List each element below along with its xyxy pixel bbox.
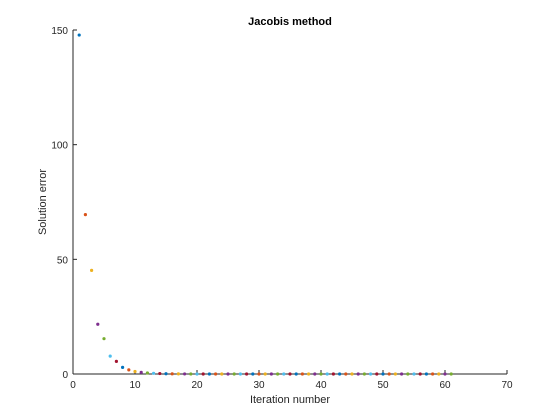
data-point: [344, 372, 348, 376]
x-tick-label: 10: [129, 380, 141, 391]
y-tick-label: 0: [62, 370, 68, 381]
data-point: [437, 372, 441, 376]
data-point: [443, 372, 447, 376]
data-point: [393, 372, 397, 376]
data-point: [214, 372, 218, 376]
chart-title: Jacobis method: [248, 16, 332, 28]
data-point: [251, 372, 255, 376]
data-point: [152, 371, 156, 375]
data-point: [369, 372, 373, 376]
data-point: [121, 365, 125, 369]
data-point: [207, 372, 211, 376]
data-point: [294, 372, 298, 376]
data-point: [127, 368, 131, 372]
data-point: [375, 372, 379, 376]
data-point: [96, 322, 100, 326]
x-tick-label: 20: [191, 380, 203, 391]
data-point: [263, 372, 267, 376]
data-points: [77, 33, 453, 376]
data-point: [412, 372, 416, 376]
data-point: [133, 369, 137, 374]
x-axis-label: Iteration number: [250, 394, 330, 406]
data-point: [164, 372, 168, 376]
x-tick-label: 60: [439, 380, 451, 391]
y-tick-label: 150: [51, 26, 68, 37]
data-point: [77, 33, 81, 37]
data-point: [449, 372, 453, 376]
data-point: [183, 372, 187, 376]
data-point: [114, 359, 118, 363]
data-point: [226, 372, 230, 376]
data-point: [201, 372, 205, 376]
data-point: [238, 372, 242, 376]
data-point: [406, 372, 410, 376]
ticks: 0 10 20 30 40 50 60 70 0 50 100 150: [51, 26, 513, 391]
data-point: [257, 372, 261, 376]
data-point: [331, 372, 335, 376]
data-point: [356, 372, 360, 376]
data-point: [232, 372, 236, 376]
axes: [72, 30, 507, 375]
data-point: [362, 372, 366, 376]
x-tick-label: 0: [70, 380, 76, 391]
data-point: [90, 268, 94, 272]
data-point: [83, 213, 87, 217]
data-point: [189, 372, 193, 376]
data-point: [145, 371, 149, 375]
data-point: [424, 372, 428, 376]
data-point: [220, 372, 224, 376]
data-point: [381, 372, 385, 376]
x-tick-label: 40: [315, 380, 327, 391]
x-tick-label: 30: [253, 380, 265, 391]
data-point: [338, 372, 342, 376]
data-point: [307, 372, 311, 376]
data-point: [139, 370, 143, 374]
data-point: [325, 372, 329, 376]
data-point: [282, 372, 286, 376]
data-point: [269, 372, 273, 376]
y-axis-label: Solution error: [37, 169, 49, 235]
data-point: [400, 372, 404, 376]
data-point: [176, 372, 180, 376]
data-point: [195, 372, 199, 376]
data-point: [431, 372, 435, 376]
y-tick-label: 100: [51, 141, 68, 152]
data-point: [300, 372, 304, 376]
x-tick-label: 70: [501, 380, 513, 391]
data-point: [276, 372, 280, 376]
data-point: [387, 372, 391, 376]
data-point: [108, 354, 112, 358]
data-point: [313, 372, 317, 376]
data-point: [418, 372, 422, 376]
data-point: [288, 372, 292, 376]
data-point: [350, 372, 354, 376]
data-point: [319, 372, 323, 376]
data-point: [170, 372, 174, 376]
x-tick-label: 50: [377, 380, 389, 391]
data-point: [158, 371, 162, 376]
y-tick-label: 50: [57, 255, 69, 266]
data-point: [245, 372, 249, 376]
data-point: [102, 337, 106, 341]
